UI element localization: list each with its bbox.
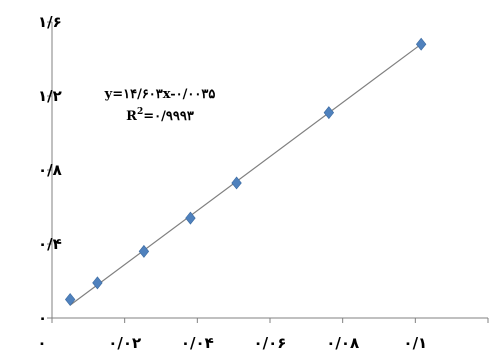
data-point (323, 106, 335, 120)
x-tick-label: ۰/۱۲ (496, 334, 498, 352)
r-squared-superscript: 2 (137, 107, 143, 117)
x-tick-label: ۰/۱ (403, 334, 427, 352)
trendline (69, 43, 422, 306)
y-tick-label: ۰ (38, 309, 47, 327)
x-tick-label: ۰/۰۲ (108, 334, 141, 352)
y-tick-label: ۱/۶ (38, 13, 62, 31)
r-squared-symbol: R (126, 109, 137, 124)
x-tick-label: ۰/۰۴ (181, 334, 214, 352)
data-point (64, 293, 76, 306)
r-squared-value: =۰/۹۹۹۳ (143, 109, 194, 124)
axes (47, 21, 489, 323)
data-point (92, 276, 103, 290)
y-tick-label: ۱/۲ (38, 87, 62, 105)
tick-labels: ۰ ۰/۴ ۰/۸ ۱/۲ ۱/۶ ۰ ۰/۰۲ ۰/۰۴ ۰/۰۶ ۰/۰۸ ۰/۱ ۰/۱۲ (37, 13, 498, 352)
data-point (231, 176, 242, 190)
trendline-group (69, 43, 422, 306)
x-tick-label: ۰/۰۸ (326, 334, 359, 352)
trendline-equation: y=۱۴/۶۰۳x-۰/۰۰۳۵ (104, 87, 216, 102)
data-point (415, 37, 427, 51)
data-point (138, 244, 150, 258)
x-tick-label: ۰ (37, 334, 46, 352)
y-tick-label: ۰/۴ (38, 235, 62, 253)
data-point (185, 211, 196, 225)
r-squared-label: R2=۰/۹۹۹۳ (126, 107, 194, 124)
data-points (64, 37, 427, 306)
x-tick-label: ۰/۰۶ (254, 334, 287, 352)
y-tick-label: ۰/۸ (38, 161, 62, 179)
